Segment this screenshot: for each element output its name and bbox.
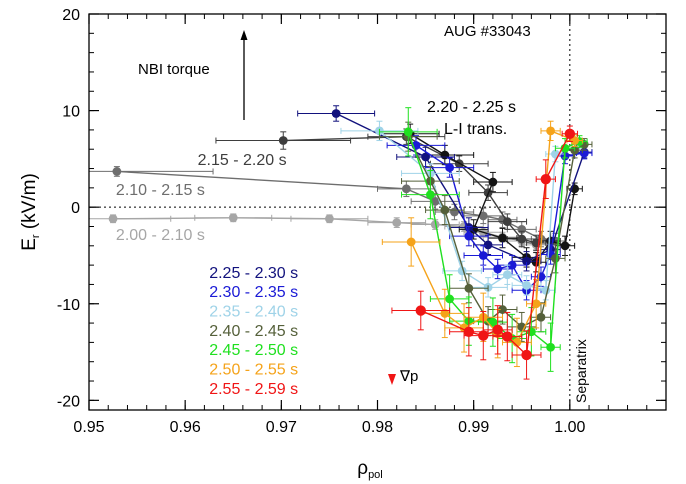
data-point xyxy=(522,281,531,290)
data-point xyxy=(463,326,475,337)
data-point xyxy=(421,152,430,162)
pressure-gradient-label: ∇p xyxy=(399,368,418,385)
lh-transition-time-label: 2.20 - 2.25 s xyxy=(427,99,516,116)
separatrix-label: Separatrix xyxy=(573,339,589,403)
nbi-torque-label: NBI torque xyxy=(138,61,210,78)
x-tick-label: 0.95 xyxy=(73,419,104,436)
series-label-0: 2.00 - 2.10 s xyxy=(116,227,205,244)
data-point xyxy=(440,205,450,215)
y-axis-label-unit: (kV/m) xyxy=(19,173,40,234)
data-point xyxy=(498,233,507,243)
y-tick-label: 20 xyxy=(62,7,80,24)
data-point xyxy=(478,251,488,260)
series-label-6: 2.35 - 2.40 s xyxy=(209,304,298,321)
data-point xyxy=(331,109,341,118)
data-point xyxy=(478,330,489,341)
data-point xyxy=(406,237,416,247)
data-point xyxy=(483,240,493,250)
x-tick-label: 1.00 xyxy=(554,419,585,436)
data-point xyxy=(493,264,503,274)
data-point xyxy=(517,234,527,244)
data-point xyxy=(502,331,513,342)
data-point xyxy=(415,305,426,316)
data-point xyxy=(498,305,507,314)
series-label-5: 2.30 - 2.35 s xyxy=(209,284,298,301)
lh-transition-label: L-I trans. xyxy=(444,121,507,138)
data-point xyxy=(502,217,512,227)
data-point xyxy=(507,260,517,270)
series-label-7: 2.40 - 2.45 s xyxy=(209,323,298,340)
data-point xyxy=(445,163,455,172)
data-point xyxy=(445,294,455,304)
data-point xyxy=(464,231,474,241)
nbi-torque-arrow xyxy=(240,30,248,120)
pressure-gradient-arrow xyxy=(388,291,396,385)
x-tick-label: 0.96 xyxy=(170,419,201,436)
data-point xyxy=(546,342,555,352)
x-tick-label: 0.99 xyxy=(458,419,489,436)
x-tick-label: 0.97 xyxy=(266,419,297,436)
data-point xyxy=(401,184,411,194)
y-axis-label-main: E xyxy=(19,238,40,251)
data-point xyxy=(492,324,503,336)
series-label-8: 2.45 - 2.50 s xyxy=(209,342,298,359)
data-point xyxy=(403,127,413,137)
data-point xyxy=(551,253,560,263)
y-axis-label: Er (kV/m) xyxy=(19,173,42,251)
data-point xyxy=(560,241,570,251)
shot-label: AUG #33043 xyxy=(444,23,531,40)
data-point xyxy=(425,190,435,200)
series-label-9: 2.50 - 2.55 s xyxy=(209,361,298,378)
data-point xyxy=(570,136,580,145)
data-point xyxy=(502,270,512,280)
data-point xyxy=(108,214,118,224)
data-point xyxy=(564,128,576,139)
x-tick-label: 0.98 xyxy=(362,419,393,436)
data-point xyxy=(325,214,334,224)
data-point xyxy=(488,177,498,187)
data-point xyxy=(478,211,488,221)
y-tick-label: -20 xyxy=(57,393,80,410)
y-axis-label-sub: r xyxy=(30,234,42,238)
data-point xyxy=(531,299,541,309)
data-point xyxy=(228,213,238,223)
data-point xyxy=(522,256,531,266)
data-point xyxy=(521,349,532,361)
series-label-1: 2.10 - 2.15 s xyxy=(116,182,205,199)
y-tick-label: 0 xyxy=(71,200,80,217)
data-point xyxy=(464,283,474,293)
x-axis-label: ρpol xyxy=(357,458,383,481)
series-label-4: 2.25 - 2.30 s xyxy=(209,265,298,282)
data-point xyxy=(112,167,122,176)
data-point xyxy=(430,196,440,206)
series-label-10: 2.55 - 2.59 s xyxy=(209,381,298,398)
data-point xyxy=(536,312,546,322)
series-label-2: 2.15 - 2.20 s xyxy=(198,152,287,169)
x-axis-label-main: ρ xyxy=(357,458,368,479)
data-point xyxy=(392,218,402,228)
data-point xyxy=(488,317,498,327)
data-point xyxy=(540,173,551,185)
x-axis-label-sub: pol xyxy=(368,469,383,481)
series-10 xyxy=(391,125,579,380)
data-point xyxy=(278,136,288,145)
data-point xyxy=(440,309,450,318)
y-tick-label: 10 xyxy=(62,104,80,121)
data-point xyxy=(430,220,440,229)
y-tick-label: -10 xyxy=(57,297,80,314)
data-point xyxy=(546,126,555,136)
